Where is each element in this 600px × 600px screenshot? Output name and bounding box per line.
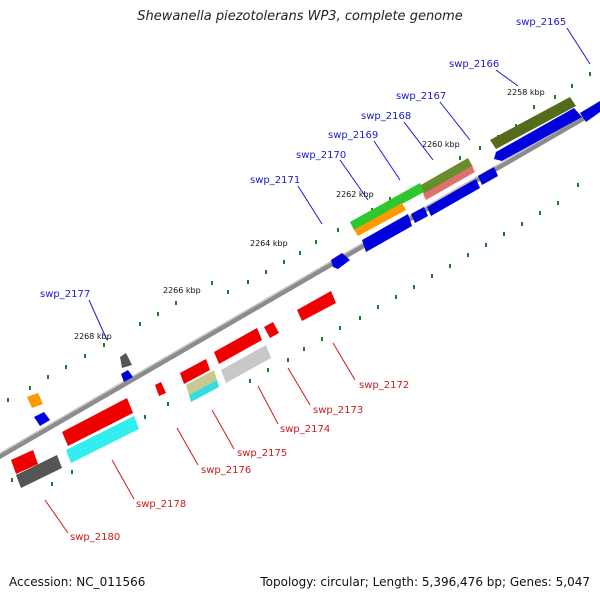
scale-label: 2262 kbp [336, 190, 374, 199]
forward-label-lines [88, 27, 591, 341]
gene-swp-2168c[interactable] [423, 166, 475, 200]
gene-swp-2178[interactable] [62, 398, 133, 446]
gene-label[interactable]: swp_2165 [516, 17, 566, 28]
genome-backbone [0, 105, 600, 460]
gene-label[interactable]: swp_2167 [396, 91, 446, 102]
gene-swp-2170[interactable] [362, 214, 412, 252]
gene-label[interactable]: swp_2166 [449, 59, 499, 70]
forward-genes [27, 97, 600, 426]
gene-swp-2165[interactable] [580, 101, 600, 122]
gene-blue-small[interactable] [34, 412, 50, 426]
genome-backbone-highlight [0, 104, 600, 455]
gene-swp-2170b[interactable] [350, 183, 424, 230]
map-title: Shewanella piezotolerans WP3, complete g… [137, 9, 463, 24]
gene-swp-2172[interactable] [297, 291, 336, 321]
scale-ticks-inner [11, 183, 579, 486]
reverse-label-lines [44, 342, 356, 534]
gene-swp-2178b[interactable] [66, 416, 139, 463]
gene-label[interactable]: swp_2168 [361, 111, 411, 122]
gene-swp-2175b[interactable] [186, 370, 217, 395]
gene-label[interactable]: swp_2170 [296, 150, 346, 161]
gene-swp-2175c[interactable] [189, 380, 219, 402]
gene-swp-2167[interactable] [478, 167, 498, 185]
gene-swp-2173[interactable] [264, 322, 279, 338]
gene-swp-2176[interactable] [155, 382, 166, 396]
gene-swp-2180b[interactable] [16, 455, 62, 488]
gene-label[interactable]: swp_2172 [359, 380, 409, 391]
scale-label: 2268 kbp [74, 332, 112, 341]
gene-label[interactable]: swp_2178 [136, 499, 186, 510]
gene-label[interactable]: swp_2169 [328, 130, 378, 141]
scale-ticks-outer [7, 72, 591, 402]
gene-swp-2174b[interactable] [221, 345, 271, 383]
gene-swp-2168[interactable] [427, 179, 480, 216]
gene-label[interactable]: swp_2175 [237, 448, 287, 459]
gene-swp-2168b[interactable] [419, 158, 473, 194]
gene-label[interactable]: swp_2177 [40, 289, 90, 300]
scale-label: 2264 kbp [250, 239, 288, 248]
gene-label[interactable]: swp_2174 [280, 424, 330, 435]
accession-text: Accession: NC_011566 [9, 575, 146, 589]
gene-swp-2170c[interactable] [354, 203, 406, 236]
gene-swp-2177b[interactable] [121, 370, 133, 382]
scale-label: 2258 kbp [507, 88, 545, 97]
reverse-genes [11, 291, 336, 488]
gene-swp-2174[interactable] [214, 328, 262, 364]
gene-label[interactable]: swp_2171 [250, 175, 300, 186]
gene-swp-2169[interactable] [411, 207, 428, 223]
gene-swp-2177[interactable] [120, 353, 132, 368]
gene-label[interactable]: swp_2180 [70, 532, 120, 543]
gene-swp-2171[interactable] [331, 253, 350, 269]
genome-summary-text: Topology: circular; Length: 5,396,476 bp… [260, 575, 590, 589]
gene-swp-2180[interactable] [11, 450, 38, 474]
gene-orange-small[interactable] [27, 393, 43, 408]
gene-label[interactable]: swp_2173 [313, 405, 363, 416]
gene-swp-2175[interactable] [180, 359, 210, 384]
gene-swp-2166b[interactable] [490, 97, 576, 149]
scale-label: 2260 kbp [422, 140, 460, 149]
scale-label: 2266 kbp [163, 286, 201, 295]
gene-label[interactable]: swp_2176 [201, 465, 251, 476]
gene-swp-2166[interactable] [494, 108, 582, 161]
